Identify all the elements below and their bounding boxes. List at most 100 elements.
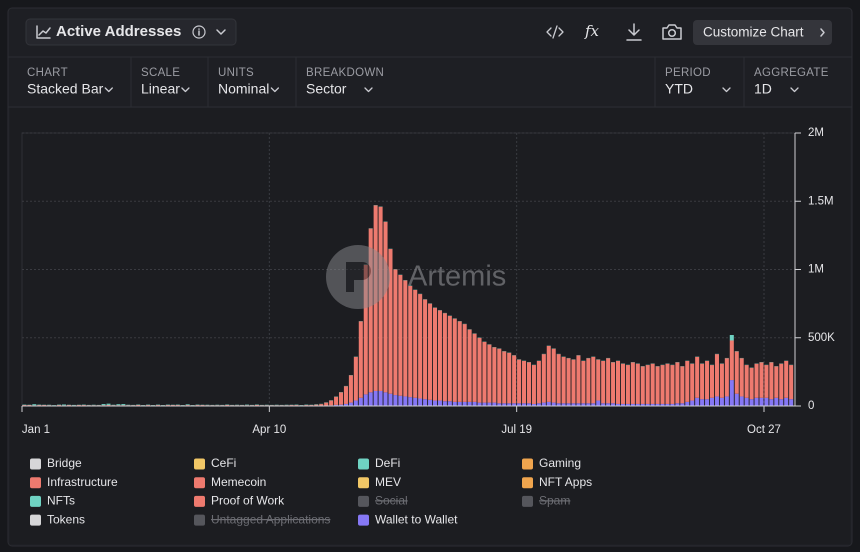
legend-label[interactable]: Infrastructure (47, 475, 118, 489)
bar-segment (121, 404, 126, 406)
bar-segment (348, 402, 353, 406)
legend-label[interactable]: Bridge (47, 456, 82, 470)
bar-segment (749, 399, 754, 406)
legend-swatch[interactable] (30, 477, 41, 489)
bar-segment (546, 345, 551, 402)
bar-segment (432, 400, 438, 406)
bar-segment (695, 397, 700, 406)
chevron (722, 87, 731, 93)
legend-swatch[interactable] (30, 495, 41, 507)
legend-label[interactable]: Proof of Work (211, 494, 285, 508)
legend-swatch[interactable] (358, 495, 369, 507)
bar-segment (719, 397, 724, 406)
legend-label[interactable]: Gaming (539, 456, 581, 470)
legend-swatch[interactable] (522, 477, 533, 489)
bar-segment (254, 404, 259, 406)
chart-title: Active Addresses (56, 23, 181, 40)
legend-swatch[interactable] (30, 458, 41, 470)
bar-segment (566, 358, 571, 404)
legend-label[interactable]: Spam (539, 494, 570, 508)
legend-label[interactable]: NFT Apps (539, 475, 592, 489)
bar-segment (586, 403, 591, 406)
bar-segment (719, 363, 724, 398)
bar-segment (779, 399, 784, 406)
bar-segment (106, 403, 111, 405)
control-value[interactable]: 1D (754, 81, 772, 97)
control-value[interactable]: Nominal (218, 81, 269, 97)
bar-segment (393, 269, 398, 396)
bar-segment (27, 405, 32, 406)
bar-segment (690, 363, 695, 401)
legend-label[interactable]: CeFi (211, 456, 236, 470)
bar-segment (413, 289, 418, 398)
title-dropdown[interactable] (25, 18, 237, 46)
y-tick-label: 1.5M (808, 195, 834, 207)
bar-segment (165, 405, 170, 406)
bar-segment (517, 359, 522, 404)
legend-label[interactable]: Social (375, 494, 408, 508)
legend-swatch[interactable] (358, 514, 369, 526)
bar-segment (774, 366, 779, 398)
y-tick-label: 1M (808, 264, 824, 276)
camera-icon[interactable] (662, 24, 682, 40)
info-icon[interactable] (192, 25, 206, 39)
bar-segment (348, 375, 353, 403)
control-value[interactable]: YTD (665, 81, 693, 97)
bar-segment (541, 354, 546, 403)
legend-label[interactable]: DeFi (375, 456, 400, 470)
control-label: BREAKDOWN (306, 67, 384, 79)
legend-label[interactable]: MEV (375, 475, 401, 489)
bar-segment (769, 399, 774, 406)
legend-swatch[interactable] (522, 495, 533, 507)
legend-swatch[interactable] (194, 514, 205, 526)
bar-segment (729, 335, 734, 341)
legend-swatch[interactable] (30, 514, 41, 526)
bar-segment (289, 405, 294, 406)
y-tick-label: 0 (808, 400, 814, 412)
chevron (104, 87, 113, 93)
legend-label[interactable]: Wallet to Wallet (375, 512, 458, 526)
bar-segment (383, 221, 388, 393)
bar-segment (700, 363, 705, 400)
bar-segment (200, 405, 205, 406)
legend-swatch[interactable] (522, 458, 533, 470)
legend-label[interactable]: Untagged Applications (211, 512, 330, 526)
bar-segment (126, 405, 131, 406)
bar-segment (541, 402, 546, 406)
bar-segment (502, 351, 507, 404)
legend-label[interactable]: NFTs (47, 494, 75, 508)
bar-segment (437, 310, 442, 401)
control-value[interactable]: Sector (306, 81, 347, 97)
control-value[interactable]: Linear (141, 81, 180, 97)
legend-swatch[interactable] (194, 477, 205, 489)
download-icon[interactable] (626, 23, 642, 41)
bar-segment (784, 360, 789, 398)
bar-segment (665, 403, 670, 406)
control-value[interactable]: Stacked Bar (27, 81, 104, 97)
formula-icon[interactable]: fx (584, 22, 600, 40)
legend-swatch[interactable] (194, 458, 205, 470)
bar-segment (571, 359, 576, 404)
bar-segment (175, 405, 180, 406)
bar-segment (724, 396, 729, 406)
customize-button[interactable] (693, 20, 832, 45)
bar-segment (789, 399, 794, 406)
bar-segment (561, 403, 566, 406)
bar-segment (398, 274, 403, 396)
legend-label[interactable]: Tokens (47, 512, 85, 526)
bar-segment (556, 403, 561, 406)
bar-segment (754, 363, 759, 398)
bar-segment (22, 405, 27, 406)
legend-swatch[interactable] (358, 458, 369, 470)
bar-segment (709, 365, 715, 398)
legend-swatch[interactable] (358, 477, 369, 489)
bar-segment (640, 366, 645, 404)
embed-icon[interactable] (546, 25, 564, 39)
grid (22, 132, 795, 406)
legend-swatch[interactable] (194, 495, 205, 507)
bar-segment (630, 403, 635, 406)
bar-segment (680, 366, 685, 404)
bar-segment (522, 360, 527, 404)
legend-label[interactable]: Memecoin (211, 475, 266, 489)
bar-segment (418, 398, 423, 406)
